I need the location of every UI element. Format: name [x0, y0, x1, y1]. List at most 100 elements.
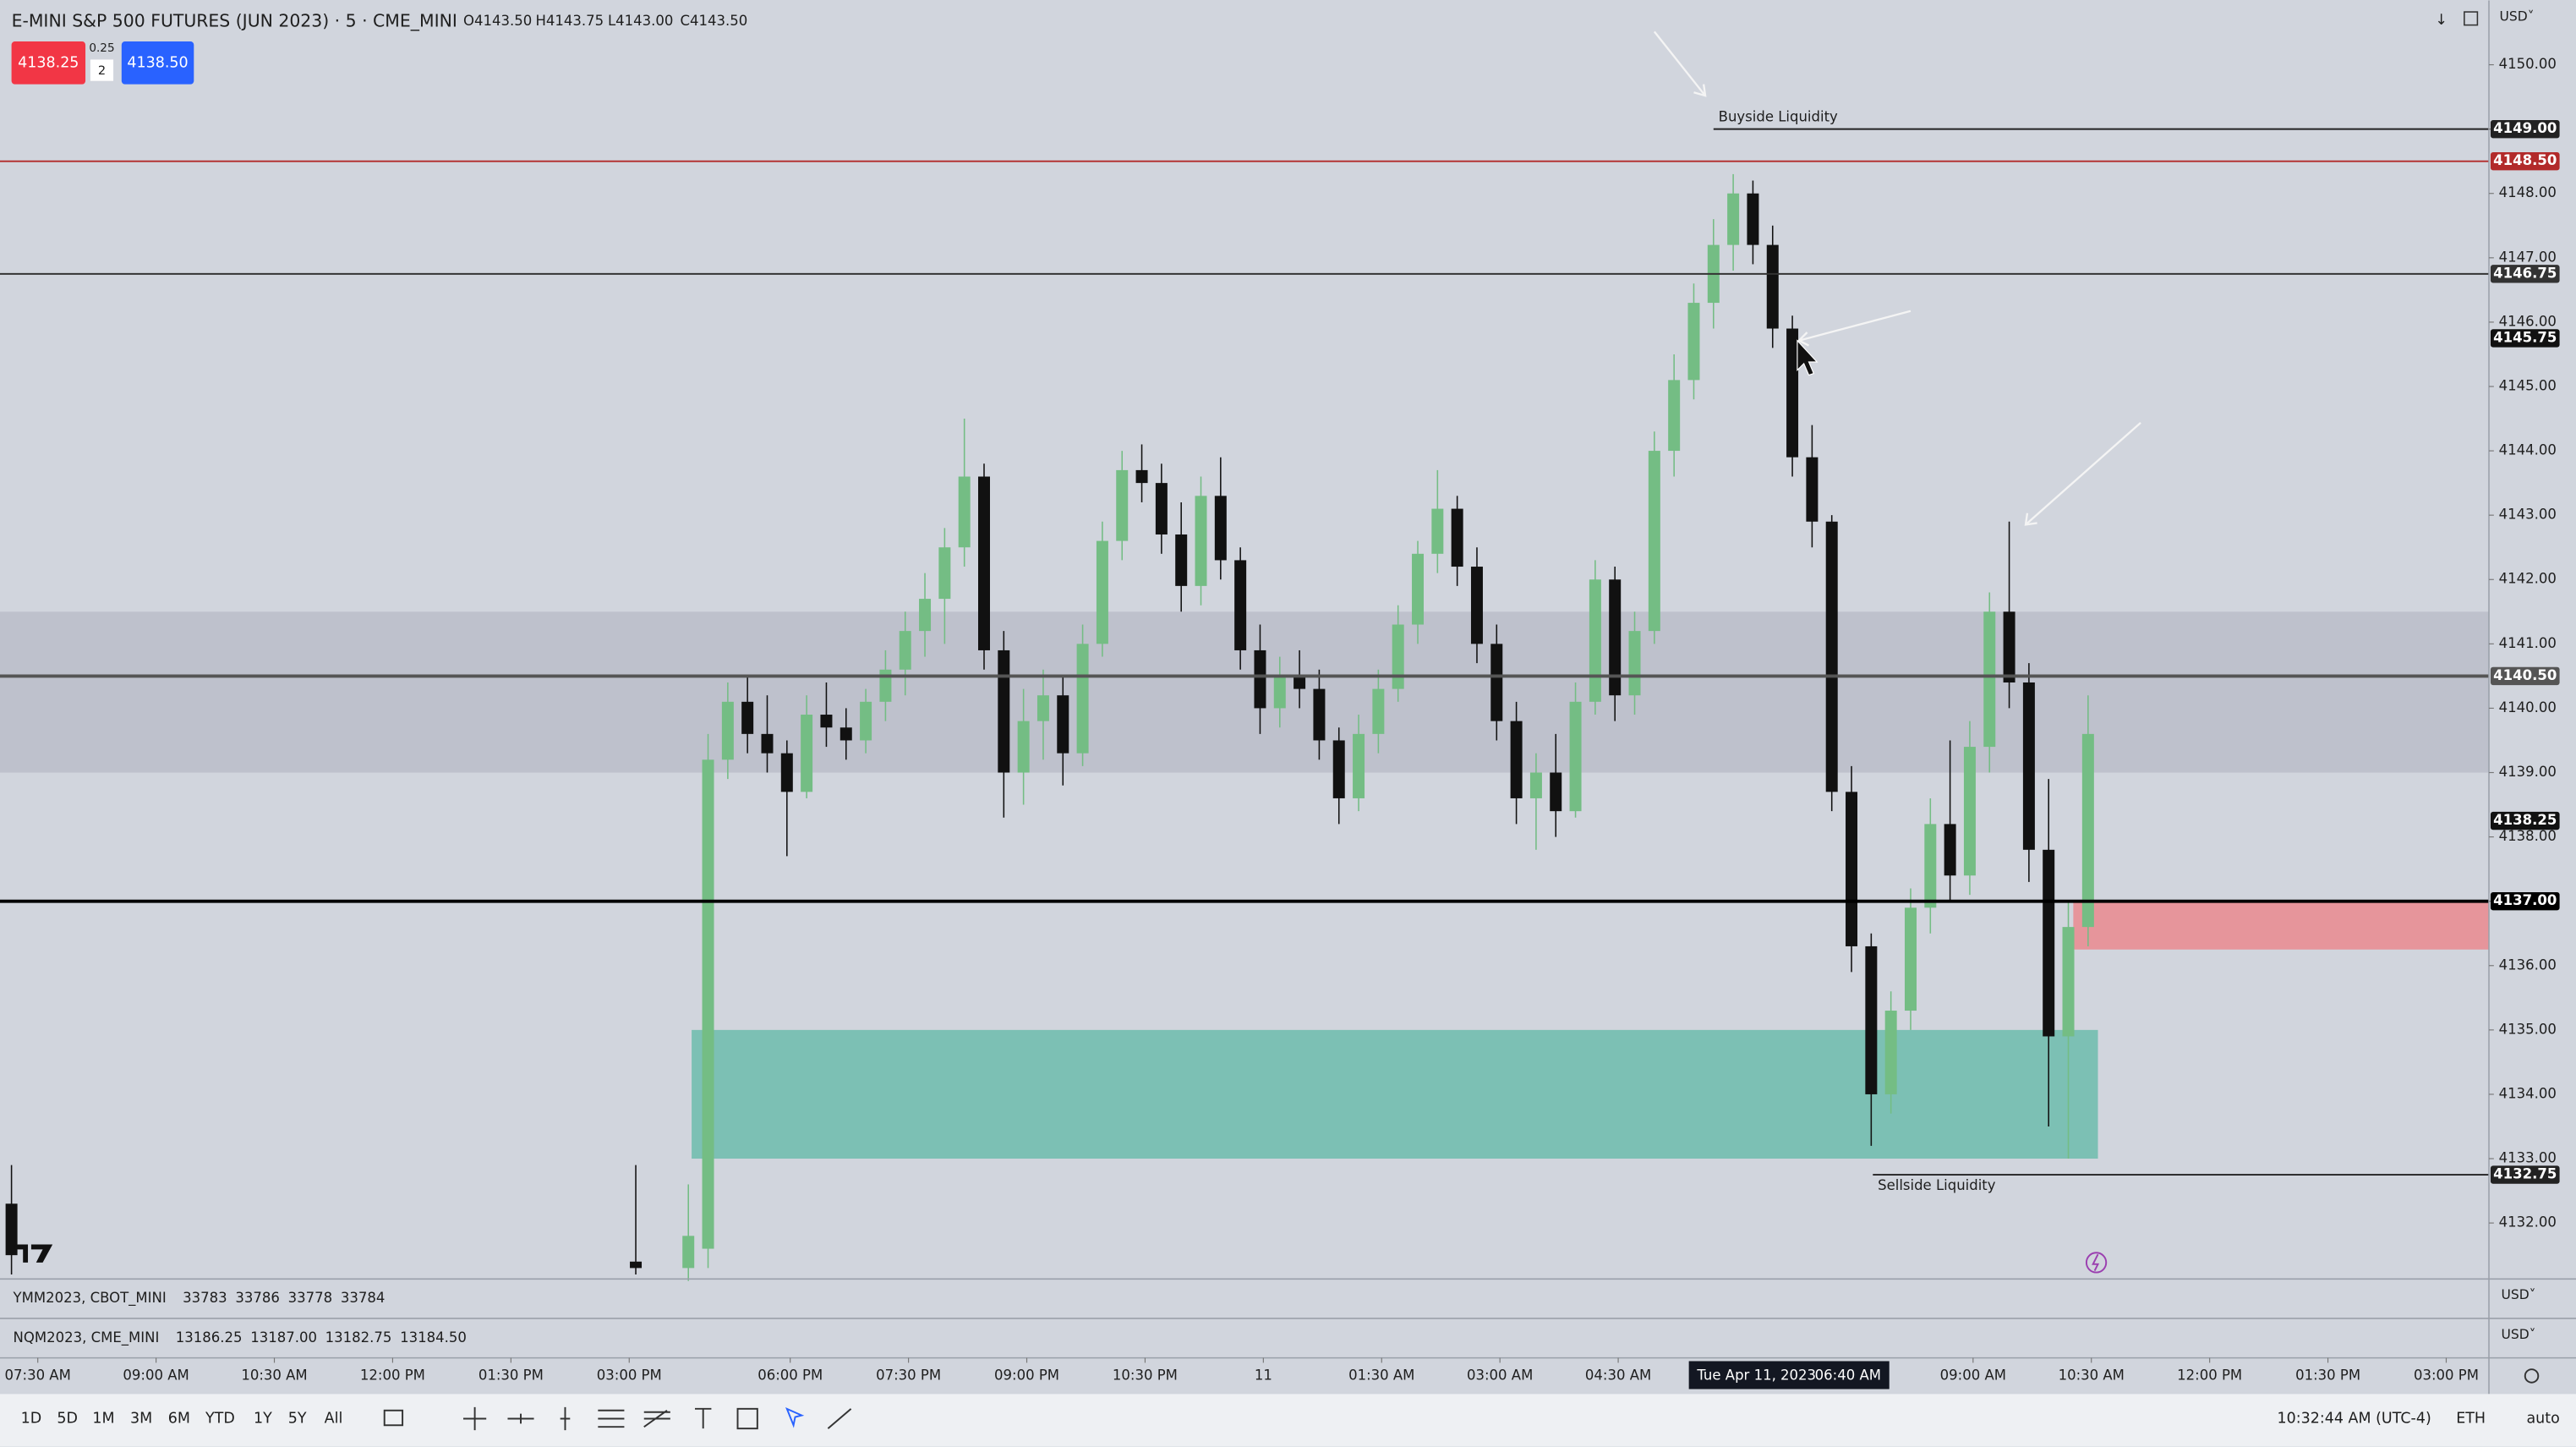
candle-body	[1057, 695, 1069, 754]
settings-icon[interactable]	[2524, 1368, 2540, 1384]
x-tick-label: 03:00 PM	[2414, 1367, 2479, 1383]
range-button[interactable]: YTD	[205, 1410, 235, 1427]
y-tick-label: 4150.00	[2499, 56, 2557, 72]
tool-fib[interactable]	[643, 1409, 670, 1428]
tool-horizontal[interactable]	[507, 1413, 534, 1424]
candle-body	[1431, 508, 1444, 554]
tool-crosshair[interactable]	[462, 1406, 487, 1431]
candle-body	[1747, 193, 1759, 245]
price-label-bg	[2490, 152, 2560, 171]
icon-down[interactable]: ↓	[2435, 12, 2447, 29]
x-tick-label: 09:00 PM	[994, 1367, 1059, 1383]
candle-body	[630, 1261, 643, 1269]
quantity-box[interactable]	[90, 59, 114, 81]
candle-body	[1392, 624, 1404, 689]
tick-size: 0.25	[89, 41, 114, 55]
y-tick-label: 4135.00	[2499, 1021, 2557, 1037]
candle-body	[1884, 1011, 1897, 1094]
candle-body	[978, 476, 990, 650]
candle-body	[1254, 650, 1266, 709]
alert-icon[interactable]	[2085, 1252, 2108, 1274]
alert-icon-bolt	[2092, 1253, 2100, 1272]
session-toggle[interactable]: ETH	[2456, 1410, 2486, 1427]
ohlc-value: C4143.50	[681, 13, 748, 29]
candle-body	[958, 476, 971, 548]
crosshair-time: 06:40 AM	[1815, 1367, 1881, 1383]
y-tick-label: 4133.00	[2499, 1150, 2557, 1166]
range-button[interactable]: 1M	[92, 1410, 114, 1427]
level-annotation: Sellside Liquidity	[1878, 1177, 1996, 1193]
pane-value: 13182.75	[325, 1329, 392, 1346]
tool-vertical[interactable]	[560, 1406, 571, 1431]
x-tick-label: 01:30 AM	[1348, 1367, 1414, 1383]
candle-body	[1628, 631, 1641, 696]
range-button[interactable]: 3M	[130, 1410, 152, 1427]
tool-lines[interactable]	[598, 1409, 625, 1428]
range-button[interactable]: 5Y	[288, 1410, 307, 1427]
x-tick-label: 09:00 AM	[1940, 1367, 2006, 1383]
candle-body	[702, 759, 714, 1249]
range-button[interactable]: 6M	[168, 1410, 190, 1427]
pane-value: 33786	[235, 1290, 280, 1306]
price-label-bg	[2490, 666, 2560, 686]
pane-symbol: NQM2023, CME_MINI	[14, 1329, 160, 1346]
candle-body	[1332, 740, 1345, 798]
candle-body	[1195, 496, 1207, 586]
range-button[interactable]: 1Y	[254, 1410, 272, 1427]
candle-body	[1234, 560, 1247, 650]
candle-body	[2003, 611, 2015, 682]
candle-body	[1175, 534, 1188, 586]
pane-currency[interactable]: USD˅	[2502, 1327, 2536, 1342]
x-tick-label: 10:30 PM	[1113, 1367, 1178, 1383]
price-label: 4132.75	[2493, 1166, 2557, 1182]
quantity[interactable]: 2	[98, 63, 106, 78]
sub-panes: YMM2023, CBOT_MINI 33783 33786 33778 33784 US…	[13, 1287, 2536, 1346]
ohlc-legend: O4143.50 H4143.75 L4143.00 C4143.50	[463, 13, 747, 29]
price-label: 4148.50	[2493, 152, 2557, 168]
candle-body	[1668, 380, 1681, 452]
y-tick-label: 4134.00	[2499, 1085, 2557, 1101]
tool-trendline[interactable]	[827, 1408, 852, 1429]
candle-body	[780, 753, 793, 792]
tool-replay[interactable]	[383, 1409, 404, 1427]
arrow	[2025, 422, 2141, 526]
candle-body	[1727, 193, 1740, 245]
candle-body	[1589, 579, 1601, 702]
range-buttons: 1D 5D 1M 3M 6M YTD 1Y 5Y All 10:32:44 AM (UTC-4) E…	[21, 1410, 2560, 1427]
level-annotation: Buyside Liquidity	[1719, 109, 1838, 125]
range-button[interactable]: All	[325, 1410, 343, 1427]
pane-currency[interactable]: USD˅	[2502, 1287, 2536, 1302]
y-tick-label: 4143.00	[2499, 507, 2557, 523]
candle-body	[1648, 451, 1660, 632]
candle-body	[1412, 553, 1425, 625]
x-tick-label: 01:30 PM	[2295, 1367, 2360, 1383]
time-axis: 07:30 AM 09:00 AM 10:30 AM 12:00 PM 01:30 PM…	[5, 1357, 2479, 1389]
candle-body	[2062, 927, 2075, 1037]
candle-body	[2043, 849, 2055, 1037]
price-label-bg	[2490, 265, 2560, 283]
bid-price[interactable]: 4138.25	[18, 54, 79, 71]
tool-cursor[interactable]	[785, 1406, 805, 1428]
price-label-bg	[2490, 811, 2560, 830]
x-tick-label: 11	[1255, 1367, 1272, 1383]
range-button[interactable]: 1D	[21, 1410, 42, 1427]
tool-text[interactable]	[694, 1407, 712, 1429]
zone	[692, 1029, 2098, 1159]
range-button[interactable]: 5D	[57, 1410, 78, 1427]
sell-button[interactable]	[11, 41, 86, 85]
x-tick-label: 04:30 AM	[1585, 1367, 1651, 1383]
candle-body	[1293, 676, 1306, 689]
currency[interactable]: USD˅	[2500, 8, 2535, 24]
price-axis-labels: 4132.00 4133.00 4134.00 4135.00 4136.00 4137.…	[2489, 56, 2560, 1230]
candle-body	[1983, 611, 1996, 748]
tool-icons	[383, 1406, 852, 1431]
ask-price[interactable]: 4138.50	[127, 54, 188, 71]
buy-button[interactable]	[121, 41, 194, 85]
scale-toggle[interactable]: auto	[2526, 1410, 2559, 1427]
tool-rectangle[interactable]	[736, 1407, 758, 1430]
ohlc-value: L4143.00	[608, 13, 673, 29]
icon-restore[interactable]	[2464, 11, 2479, 26]
x-tick-label: 10:30 AM	[241, 1367, 307, 1383]
